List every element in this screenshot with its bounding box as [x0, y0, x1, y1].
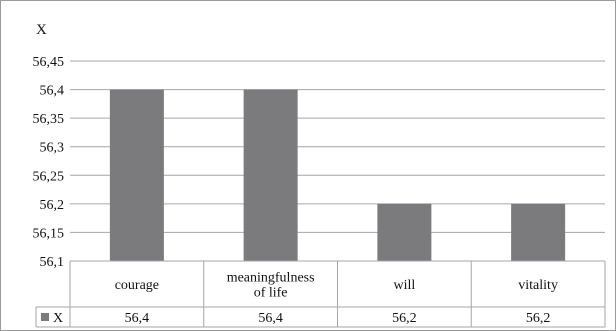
- legend-series-name: X: [53, 311, 63, 326]
- y-tick-label: 56,45: [33, 55, 65, 70]
- legend-key: [41, 313, 49, 321]
- data-value-label: 56,2: [526, 311, 551, 326]
- y-tick-label: 56,3: [40, 141, 65, 156]
- bar: [511, 203, 566, 261]
- data-value-label: 56,2: [392, 311, 417, 326]
- x-category-label: vitality: [518, 278, 558, 293]
- y-tick-label: 56,35: [33, 112, 65, 127]
- bar: [109, 89, 164, 261]
- bars: [109, 89, 566, 261]
- chart-title: X: [36, 22, 47, 38]
- x-category-label: meaningfulness: [227, 271, 315, 286]
- x-category-label: of life: [254, 286, 288, 301]
- y-tick-label: 56,15: [33, 226, 65, 241]
- x-category-label: courage: [115, 278, 159, 293]
- data-value-label: 56,4: [258, 311, 283, 326]
- y-tick-label: 56,25: [33, 169, 65, 184]
- y-axis-tick-labels: 56,1 56,15 56,2 56,25 56,3 56,35 56,4 56,45: [33, 55, 65, 270]
- y-tick-label: 56,2: [40, 198, 65, 213]
- y-tick-label: 56,4: [40, 84, 65, 99]
- y-tick-label: 56,1: [40, 255, 65, 270]
- bar: [243, 89, 298, 261]
- x-category-label: will: [393, 278, 415, 293]
- bar: [377, 203, 432, 261]
- data-value-label: 56,4: [125, 311, 150, 326]
